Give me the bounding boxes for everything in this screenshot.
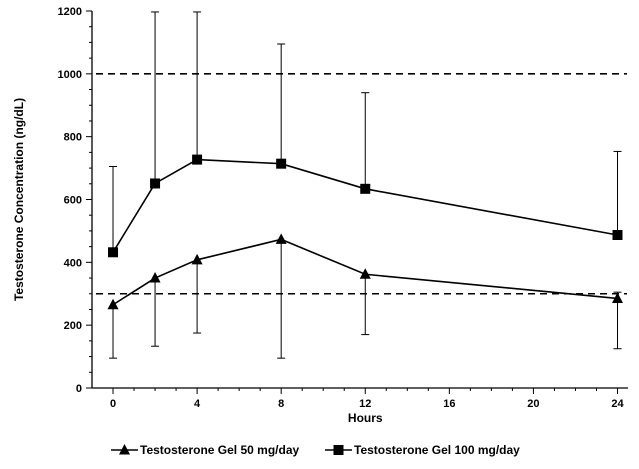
data-point-square	[192, 154, 203, 165]
data-point-square	[108, 247, 119, 258]
y-tick-label: 200	[64, 320, 82, 332]
x-tick-label: 12	[359, 398, 371, 410]
legend-marker-triangle	[119, 444, 130, 455]
x-tick-label: 20	[527, 398, 539, 410]
data-point-square	[612, 230, 623, 241]
y-tick-label: 1000	[58, 69, 82, 81]
x-tick-label: 16	[443, 398, 455, 410]
y-tick-label: 0	[76, 383, 82, 395]
y-tick-label: 1200	[58, 6, 82, 18]
data-point-triangle	[611, 292, 623, 303]
data-point-triangle	[149, 272, 161, 283]
y-tick-label: 600	[64, 195, 82, 207]
data-point-square	[276, 158, 287, 169]
x-tick-label: 0	[110, 398, 116, 410]
y-axis-title: Testosterone Concentration (ng/dL)	[12, 98, 26, 301]
x-tick-label: 24	[611, 398, 624, 410]
data-point-triangle	[275, 233, 287, 244]
series-line-square	[112, 158, 618, 253]
data-point-triangle	[359, 268, 371, 279]
data-point-square	[150, 178, 161, 189]
data-point-triangle	[191, 253, 203, 265]
x-tick-label: 4	[194, 398, 201, 410]
legend-label: Testosterone Gel 100 mg/day	[354, 443, 520, 457]
y-tick-label: 800	[64, 132, 82, 144]
data-point-square	[360, 183, 371, 194]
legend-marker-square	[333, 445, 344, 455]
data-point-triangle	[107, 298, 119, 310]
x-tick-label: 8	[278, 398, 284, 410]
series-line-triangle	[112, 238, 618, 306]
x-axis-title: Hours	[348, 411, 383, 425]
legend-label: Testosterone Gel 50 mg/day	[140, 443, 299, 457]
y-tick-label: 400	[64, 257, 82, 269]
